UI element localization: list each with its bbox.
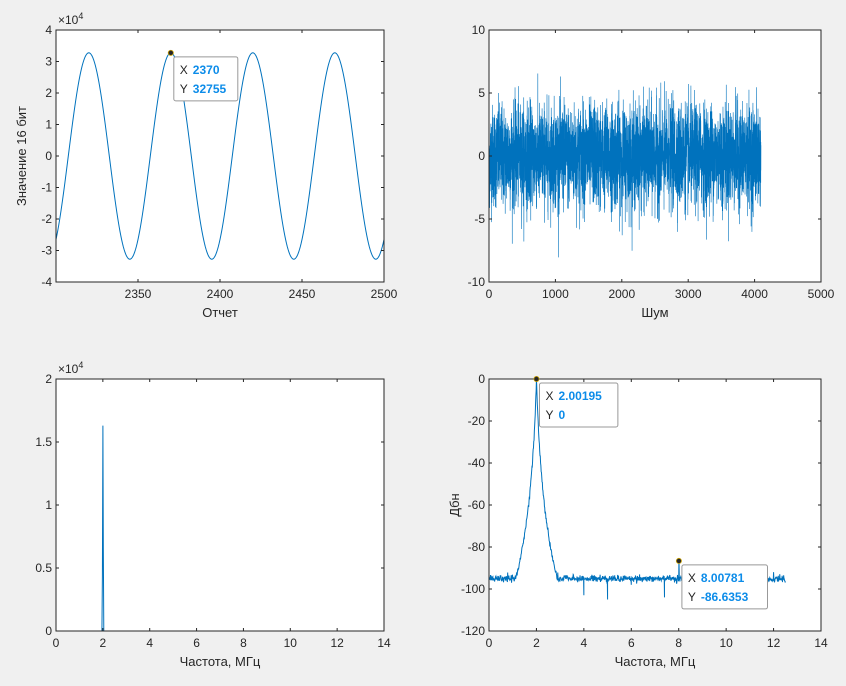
y-tick-label: 10 (472, 23, 486, 37)
datatip-marker (167, 49, 174, 56)
y-tick-label: -1 (41, 181, 52, 195)
datatip-box (681, 564, 768, 610)
axes-4: 0 2 4 6 8 10 12 14 -120 -100 -80 -60 -40 -20 0 Частота,… (447, 372, 828, 669)
datatip-y-value: -86.6353 (701, 590, 749, 604)
x-tick-label: 2400 (207, 287, 234, 301)
datatip-x-value: 2370 (193, 63, 220, 77)
y-tick-label: 0.5 (35, 561, 52, 575)
x-tick-label: 6 (193, 636, 200, 650)
y-tick-label: 0 (478, 372, 485, 386)
axes-2: 0 1000 2000 3000 4000 5000 -10 -5 0 5 10 Шум (468, 23, 835, 320)
x-tick-label: 2500 (371, 287, 398, 301)
datatip-marker (533, 375, 540, 382)
datatip-y-label: Y (180, 82, 188, 96)
x-axis-label: Шум (641, 305, 668, 320)
y-tick-label: -120 (461, 624, 485, 638)
datatip-x-value: 8.00781 (701, 571, 745, 585)
y-tick-label: -40 (468, 456, 486, 470)
x-tick-label: 2350 (125, 287, 152, 301)
x-tick-label: 4 (581, 636, 588, 650)
x-tick-label: 10 (719, 636, 733, 650)
x-tick-label: 12 (330, 636, 344, 650)
y-tick-label: -80 (468, 540, 486, 554)
x-tick-label: 8 (240, 636, 247, 650)
y-tick-label: 0 (45, 624, 52, 638)
x-tick-label: 2000 (608, 287, 635, 301)
datatip-x-label: X (545, 389, 553, 403)
plot-area (56, 379, 384, 631)
y-tick-label: 1 (45, 118, 52, 132)
y-tick-label: 0 (478, 149, 485, 163)
x-tick-label: 4 (146, 636, 153, 650)
y-tick-label: 1.5 (35, 435, 52, 449)
x-tick-label: 0 (486, 287, 493, 301)
datatip-box (173, 56, 239, 102)
datatip-y-value: 0 (558, 408, 565, 422)
x-tick-label: 14 (814, 636, 828, 650)
y-tick-label: -10 (468, 275, 486, 289)
datatip-y-label: Y (688, 590, 696, 604)
y-tick-label: 5 (478, 86, 485, 100)
datatip-box (538, 382, 619, 428)
x-axis-label: Отчет (202, 305, 238, 320)
x-tick-label: 3000 (675, 287, 702, 301)
datatip-marker (675, 557, 682, 564)
x-tick-label: 2450 (289, 287, 316, 301)
y-axis-label: Значение 16 бит (14, 106, 29, 206)
x-axis-label: Частота, МГц (180, 654, 261, 669)
datatip-x-value: 2.00195 (558, 389, 602, 403)
datatip-y-value: 32755 (193, 82, 227, 96)
plot-area (489, 379, 821, 631)
y-axis-label: Дбн (447, 493, 462, 516)
y-tick-label: -60 (468, 498, 486, 512)
x-tick-label: 6 (628, 636, 635, 650)
x-tick-label: 14 (377, 636, 391, 650)
x-tick-label: 10 (284, 636, 298, 650)
datatip-x-label: X (180, 63, 188, 77)
series-line-1 (56, 52, 384, 260)
axes-3: 0 2 4 6 8 10 12 14 0 0.5 1 1.5 2 ×104 Частота, МГц (35, 360, 391, 669)
x-tick-label: 12 (767, 636, 781, 650)
x-tick-label: 5000 (808, 287, 835, 301)
x-tick-label: 8 (675, 636, 682, 650)
datatip-y-label: Y (545, 408, 553, 422)
y-tick-label: 4 (45, 23, 52, 37)
y-exponent-label: ×104 (58, 11, 83, 27)
x-tick-label: 0 (53, 636, 60, 650)
axes-1: 2350 2400 2450 2500 -4 -3 -2 -1 0 1 2 3 4 ×104 Отчет Зн… (14, 11, 398, 320)
x-tick-label: 4000 (741, 287, 768, 301)
y-tick-label: 2 (45, 86, 52, 100)
x-tick-label: 0 (486, 636, 493, 650)
y-tick-label: -4 (41, 275, 52, 289)
y-tick-label: 3 (45, 55, 52, 69)
y-tick-label: -2 (41, 212, 52, 226)
y-tick-label: 1 (45, 498, 52, 512)
y-tick-label: -5 (474, 212, 485, 226)
y-tick-label: 2 (45, 372, 52, 386)
y-tick-label: 0 (45, 149, 52, 163)
y-tick-label: -3 (41, 244, 52, 258)
y-exponent-label: ×104 (58, 360, 83, 376)
x-axis-label: Частота, МГц (615, 654, 696, 669)
y-tick-label: -20 (468, 414, 486, 428)
series-line-2 (489, 73, 762, 258)
y-tick-label: -100 (461, 582, 485, 596)
x-tick-label: 2 (100, 636, 107, 650)
x-tick-label: 2 (533, 636, 540, 650)
datatip-x-label: X (688, 571, 696, 585)
x-tick-label: 1000 (542, 287, 569, 301)
